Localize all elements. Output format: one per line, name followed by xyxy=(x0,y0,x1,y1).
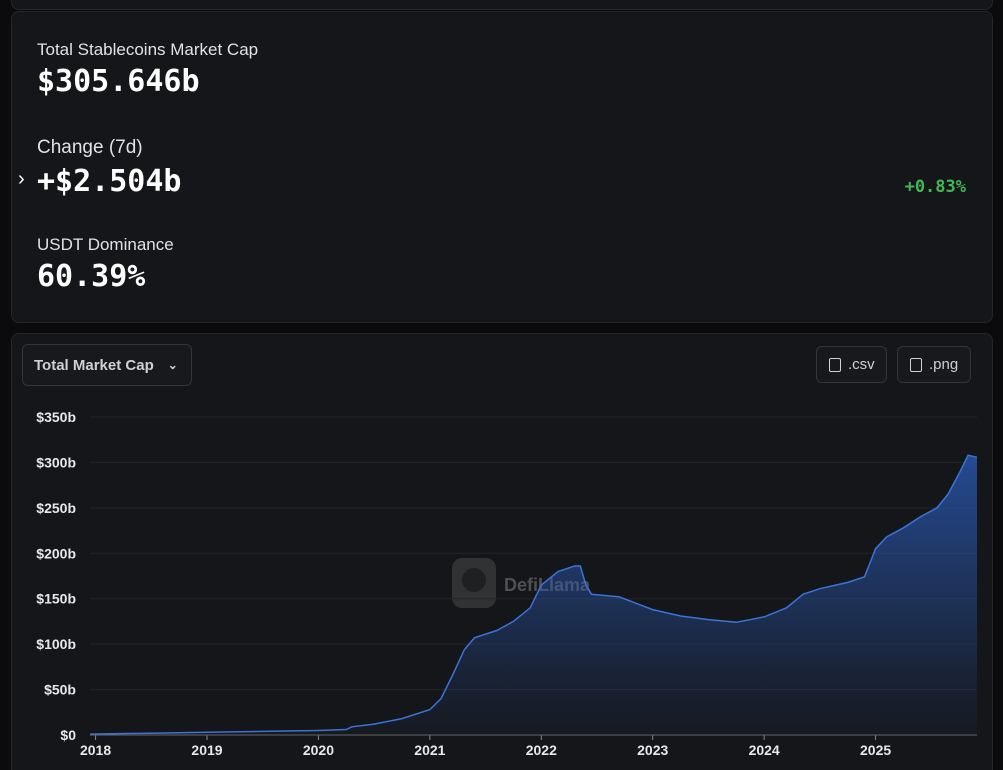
change-percent: +0.83% xyxy=(904,177,966,197)
stat-label: USDT Dominance xyxy=(37,235,174,254)
stat-label: Change (7d) xyxy=(37,137,143,158)
stat-value: $305.646b xyxy=(37,64,200,99)
y-tick-label: $200b xyxy=(36,545,76,561)
y-tick-label: $0 xyxy=(60,727,76,743)
dropdown-label: Total Market Cap xyxy=(34,356,154,374)
watermark-logo xyxy=(452,558,496,608)
chart-dropdown[interactable]: Total Market Cap ⌄ xyxy=(22,344,192,386)
csv-button[interactable]: .csv xyxy=(816,346,887,383)
area xyxy=(90,455,977,735)
file-icon xyxy=(910,357,922,372)
y-tick-label: $300b xyxy=(36,454,76,470)
x-tick-label: 2019 xyxy=(191,742,222,758)
y-tick-label: $350b xyxy=(36,409,76,425)
x-tick-label: 2023 xyxy=(637,742,668,758)
y-tick-label: $50b xyxy=(44,682,76,698)
file-icon xyxy=(829,357,841,372)
stat-label: Total Stablecoins Market Cap xyxy=(37,40,259,59)
y-tick-label: $250b xyxy=(36,500,76,516)
png-label: .png xyxy=(929,356,959,373)
stats-card xyxy=(11,11,993,323)
stat-value: 60.39% xyxy=(37,259,146,294)
x-tick-label: 2020 xyxy=(303,742,334,758)
y-tick-label: $100b xyxy=(36,636,76,652)
csv-label: .csv xyxy=(848,356,875,373)
x-tick-label: 2025 xyxy=(860,742,891,758)
x-tick-label: 2018 xyxy=(80,742,111,758)
expand-chevron[interactable]: › xyxy=(18,168,25,190)
png-button[interactable]: .png xyxy=(897,346,971,383)
x-tick-label: 2021 xyxy=(414,742,445,758)
stat-value: +$2.504b xyxy=(37,164,182,199)
x-tick-label: 2022 xyxy=(526,742,557,758)
dropdown-caret: ⌄ xyxy=(167,358,178,372)
y-tick-label: $150b xyxy=(36,591,76,607)
line xyxy=(89,454,978,735)
x-tick-label: 2024 xyxy=(749,742,780,758)
